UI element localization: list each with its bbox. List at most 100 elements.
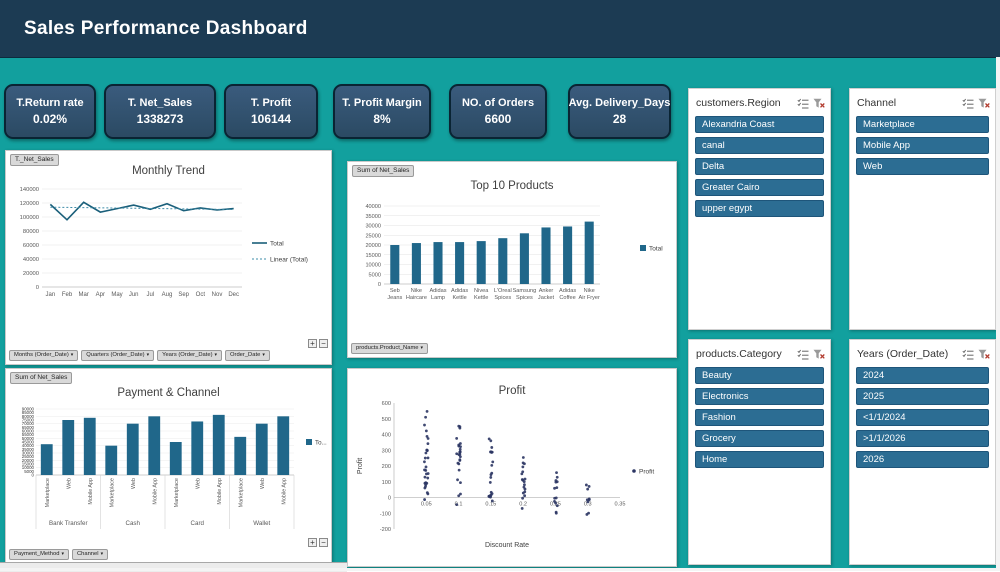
svg-text:80000: 80000 [23,229,39,235]
svg-text:Web: Web [195,478,201,489]
kpi-label: NO. of Orders [461,97,535,109]
kpi-label: T. Profit [250,97,292,109]
multi-select-icon[interactable] [797,98,809,109]
svg-text:May: May [111,292,122,298]
svg-text:0.05: 0.05 [421,502,432,508]
multi-select-icon[interactable] [962,98,974,109]
svg-text:85000: 85000 [22,410,35,415]
svg-text:Kettle: Kettle [474,295,488,301]
chart-title: Profit [498,385,526,397]
svg-text:Apr: Apr [96,292,105,298]
svg-text:Mobile App: Mobile App [281,478,287,505]
svg-text:Aug: Aug [162,292,173,298]
svg-text:Mar: Mar [78,292,88,298]
svg-text:60000: 60000 [23,243,39,249]
slicer-header-icons [797,98,825,109]
slicer-item[interactable]: canal [695,137,824,154]
kpi-card-profit-margin: T. Profit Margin 8% [333,84,431,139]
slicer-header: customers.Region [689,89,830,114]
svg-text:Anker: Anker [539,288,554,294]
slicer-customers-region: customers.Region Alexandria Coast canal De… [688,88,831,330]
slicer-item[interactable]: Fashion [695,409,824,426]
svg-text:0.1: 0.1 [455,502,463,508]
svg-text:Samsung: Samsung [513,288,537,294]
svg-text:Jacket: Jacket [538,295,555,301]
svg-text:Total: Total [649,246,663,253]
slicer-item[interactable]: Home [695,451,824,468]
pivot-filter-button[interactable]: Months (Order_Date) ▾ [9,349,79,361]
multi-select-icon[interactable] [962,349,974,360]
monthly-trend-plot: 0 20000 40000 60000 80000 100000 120000 140000 J… [20,187,308,298]
pivot-filter-button[interactable]: Order_Date ▾ [225,349,270,361]
pivot-filter-button[interactable]: Quarters (Order_Date) ▾ [81,349,155,361]
kpi-label: Avg. Delivery_Days [568,97,671,109]
slicer-item[interactable]: Greater Cairo [695,179,824,196]
pivot-filter-button[interactable]: Years (Order_Date) ▾ [157,349,223,361]
kpi-value: 28 [612,112,627,126]
slicer-item[interactable]: 2026 [856,451,989,468]
svg-text:15000: 15000 [22,462,35,467]
slicer-item[interactable]: Mobile App [856,137,989,154]
svg-text:40000: 40000 [365,204,381,210]
pivot-field-button[interactable]: T._Net_Sales [10,154,59,167]
svg-text:0: 0 [378,282,381,288]
sheet-edge-strip [0,562,347,572]
svg-text:Adidas: Adidas [451,288,468,294]
slicer-item[interactable]: >1/1/2026 [856,430,989,447]
svg-text:35000: 35000 [22,447,35,452]
slicer-item-list: Marketplace Mobile App Web [850,114,995,177]
slicer-title: Channel [857,97,897,109]
slicer-header: products.Category [689,340,830,365]
svg-text:80000: 80000 [22,414,35,419]
clear-filter-icon[interactable] [813,349,825,360]
pivot-filter-button[interactable]: products.Product_Name ▾ [351,342,429,354]
slicer-item[interactable]: Alexandria Coast [695,116,824,133]
clear-filter-icon[interactable] [978,98,990,109]
expand-button[interactable]: + [308,538,317,547]
collapse-button[interactable]: − [319,538,328,547]
svg-text:0: 0 [32,473,35,478]
expand-button[interactable]: + [308,339,317,348]
kpi-label: T.Return rate [16,97,84,109]
svg-text:Air Fryer: Air Fryer [578,295,600,301]
svg-text:Wallet: Wallet [253,520,270,527]
dropdown-arrow-icon: ▾ [262,352,265,359]
slicer-item[interactable]: Electronics [695,388,824,405]
slicer-item-list: Beauty Electronics Fashion Grocery Home [689,365,830,470]
slicer-item[interactable]: Marketplace [856,116,989,133]
slicer-item[interactable]: 2025 [856,388,989,405]
svg-text:200: 200 [382,464,391,470]
svg-text:0.25: 0.25 [550,502,561,508]
collapse-button[interactable]: − [319,339,328,348]
slicer-item[interactable]: Beauty [695,367,824,384]
svg-text:70000: 70000 [22,421,35,426]
pivot-field-button[interactable]: Sum of Net_Sales [352,165,415,178]
slicer-item[interactable]: Web [856,158,989,175]
dropdown-arrow-icon: ▾ [420,345,424,352]
pivot-filter-button[interactable]: Channel ▾ [71,548,109,560]
kpi-value: 106144 [250,112,292,126]
dropdown-arrow-icon: ▾ [100,551,104,558]
svg-text:30000: 30000 [365,224,381,230]
top-products-chart-card: Sum of Net_Sales Top 10 Products 0 5000 10… [347,161,677,358]
svg-text:Lamp: Lamp [431,295,445,301]
multi-select-icon[interactable] [797,349,809,360]
svg-text:Total: Total [270,241,284,248]
slicer-item[interactable]: upper egypt [695,200,824,217]
chart-title: Monthly Trend [132,165,205,177]
clear-filter-icon[interactable] [978,349,990,360]
slicer-item[interactable]: Grocery [695,430,824,447]
slicer-item[interactable]: 2024 [856,367,989,384]
clear-filter-icon[interactable] [813,98,825,109]
slicer-item[interactable]: <1/1/2024 [856,409,989,426]
kpi-value: 6600 [484,112,512,126]
pivot-field-button[interactable]: Sum of Net_Sales [10,372,73,385]
pivot-filter-button[interactable]: Payment_Method ▾ [9,548,69,560]
svg-text:500: 500 [382,417,391,423]
svg-text:Cash: Cash [126,520,141,527]
svg-text:140000: 140000 [20,187,39,193]
slicer-item[interactable]: Delta [695,158,824,175]
svg-text:50000: 50000 [22,436,35,441]
svg-text:300: 300 [382,448,391,454]
window-right-edge [996,57,1000,571]
